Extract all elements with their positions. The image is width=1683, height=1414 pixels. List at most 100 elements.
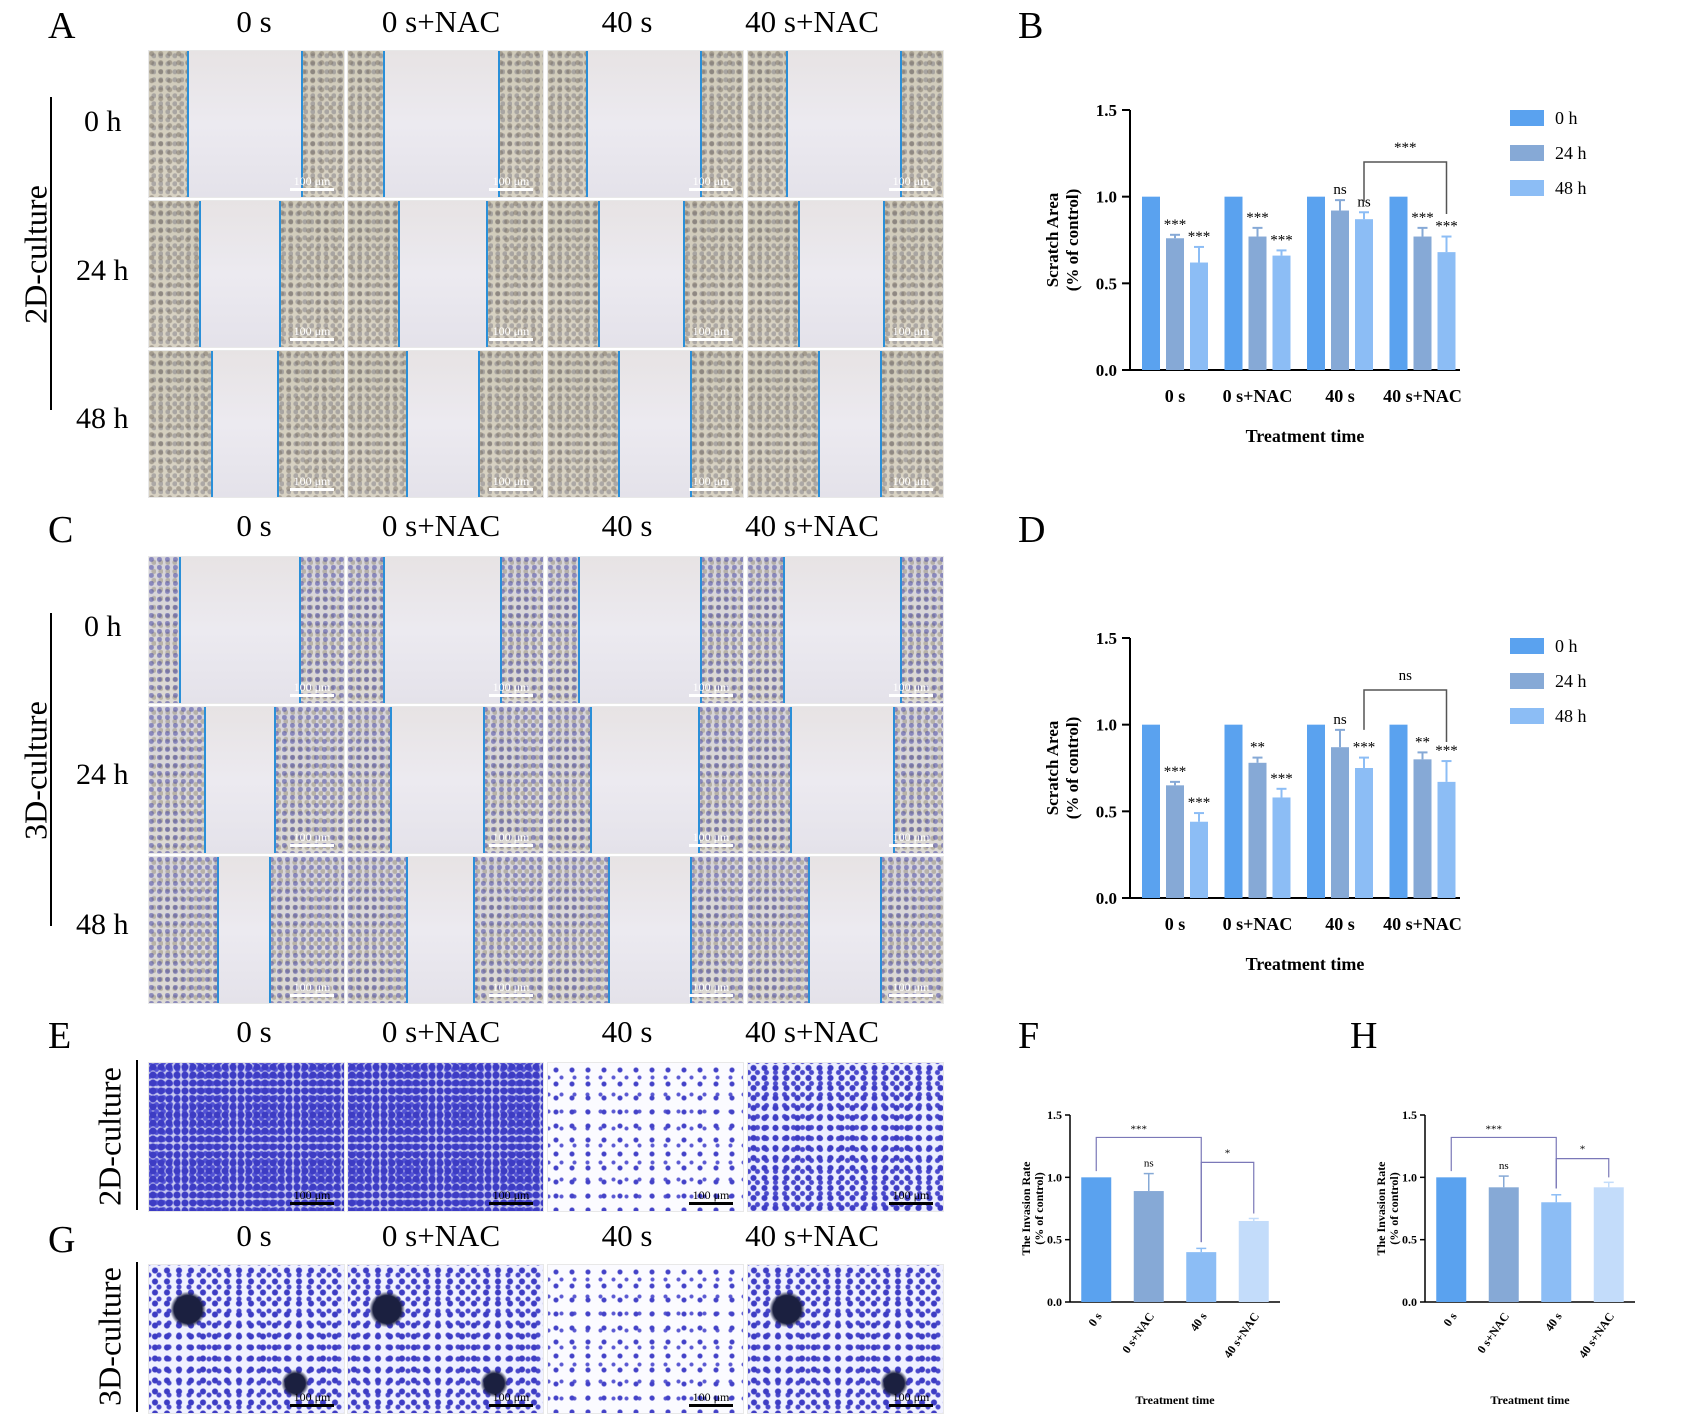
panel-e-col-0snac: 0 s+NAC xyxy=(341,1014,541,1050)
significance-label: *** xyxy=(1411,210,1434,226)
cell-layer-left xyxy=(748,201,798,347)
bar xyxy=(1594,1187,1624,1302)
scratch-micrograph: 100 μm xyxy=(148,200,345,348)
y-tick-label: 1.0 xyxy=(1096,716,1117,735)
scale-bar: 100 μm xyxy=(689,831,733,847)
scratch-edge-line xyxy=(880,351,882,497)
panel-c-col-0snac: 0 s+NAC xyxy=(341,508,541,544)
x-tick-label: 40 s+NAC xyxy=(1383,386,1462,406)
panel-letter-d: D xyxy=(1018,508,1045,552)
scale-bar: 100 μm xyxy=(889,475,933,491)
bar xyxy=(1390,197,1408,370)
scale-bar: 100 μm xyxy=(689,981,733,997)
panel-g-col-40snac: 40 s+NAC xyxy=(712,1218,912,1254)
y-axis-label-units: (% of control) xyxy=(1063,189,1082,292)
scratch-edge-line xyxy=(598,201,600,347)
significance-label: *** xyxy=(1164,217,1187,233)
scratch-edge-line xyxy=(790,707,792,853)
legend-swatch xyxy=(1510,110,1544,126)
legend-swatch xyxy=(1510,708,1544,724)
x-axis-label: Treatment time xyxy=(1246,954,1365,974)
bar xyxy=(1249,763,1267,898)
scale-bar: 100 μm xyxy=(689,1189,733,1205)
bar xyxy=(1355,219,1373,370)
panel-a-col-40s: 40 s xyxy=(527,4,727,40)
panel-a-row-24h: 24 h xyxy=(76,254,129,288)
x-axis-label: Treatment time xyxy=(1246,426,1365,446)
scale-bar: 100 μm xyxy=(290,175,334,191)
significance-label: ns xyxy=(1333,712,1347,728)
bar xyxy=(1438,252,1456,370)
panel-c-col-0s: 0 s xyxy=(154,508,354,544)
scale-bar: 100 μm xyxy=(290,475,334,491)
y-tick-label: 0.5 xyxy=(1402,1233,1417,1247)
scale-bar: 100 μm xyxy=(489,325,533,341)
legend-swatch xyxy=(1510,180,1544,196)
bar xyxy=(1239,1221,1269,1302)
bar xyxy=(1390,725,1408,898)
panel-g-side-bar xyxy=(136,1262,138,1412)
bar xyxy=(1307,197,1325,370)
scratch-micrograph: 100 μm xyxy=(547,50,744,198)
chart-f-invasion-2d: 0.00.51.01.5The Invasion Rate(% of contr… xyxy=(1010,1090,1335,1412)
scratch-edge-line xyxy=(808,857,810,1003)
scratch-edge-line xyxy=(269,857,271,1003)
cell-layer-left xyxy=(548,557,578,703)
scale-bar: 100 μm xyxy=(290,325,334,341)
scratch-edge-line xyxy=(383,51,385,197)
invasion-micrograph: 100 μm xyxy=(347,1062,544,1212)
cell-layer-left xyxy=(149,201,199,347)
scratch-edge-line xyxy=(798,201,800,347)
bar xyxy=(1273,256,1291,370)
panel-a-row-0h: 0 h xyxy=(84,105,122,139)
scratch-micrograph: 100 μm xyxy=(347,350,544,498)
scratch-edge-line xyxy=(818,351,820,497)
y-tick-label: 1.5 xyxy=(1096,629,1117,648)
bracket-label: * xyxy=(1580,1144,1586,1156)
scratch-micrograph: 100 μm xyxy=(148,706,345,854)
y-tick-label: 0.5 xyxy=(1047,1233,1062,1247)
bar xyxy=(1273,797,1291,898)
panel-letter-c: C xyxy=(48,508,73,552)
invasion-micrograph: 100 μm xyxy=(347,1264,544,1414)
chart-h-invasion-3d: 0.00.51.01.5The Invasion Rate(% of contr… xyxy=(1365,1090,1683,1412)
y-axis-label-units: (% of control) xyxy=(1387,1172,1401,1244)
scale-bar: 100 μm xyxy=(290,1391,334,1407)
scratch-micrograph: 100 μm xyxy=(148,50,345,198)
panel-c-culture-label: 3D-culture xyxy=(18,701,55,841)
bar xyxy=(1331,211,1349,370)
panel-a-col-40snac: 40 s+NAC xyxy=(712,4,912,40)
cell-layer-left xyxy=(748,557,783,703)
bar xyxy=(1331,747,1349,898)
bar xyxy=(1414,759,1432,898)
bar xyxy=(1142,725,1160,898)
significance-label: *** xyxy=(1246,210,1269,226)
scale-bar: 100 μm xyxy=(290,831,334,847)
y-axis-label-units: (% of control) xyxy=(1063,717,1082,820)
y-tick-label: 0.5 xyxy=(1096,802,1117,821)
y-tick-label: 1.5 xyxy=(1096,101,1117,120)
panel-a-culture-label: 2D-culture xyxy=(18,185,55,325)
panel-e-side-bar xyxy=(136,1060,138,1210)
legend-swatch xyxy=(1510,673,1544,689)
scale-bar: 100 μm xyxy=(489,1189,533,1205)
cell-layer-left xyxy=(348,857,406,1003)
scale-bar: 100 μm xyxy=(889,681,933,697)
panel-c-row-24h: 24 h xyxy=(76,758,129,792)
panel-letter-f: F xyxy=(1018,1014,1039,1058)
panel-letter-a: A xyxy=(48,4,75,48)
panel-letter-g: G xyxy=(48,1218,75,1262)
cell-layer-left xyxy=(149,51,187,197)
y-tick-label: 1.0 xyxy=(1402,1170,1417,1184)
scale-bar: 100 μm xyxy=(689,175,733,191)
scale-bar: 100 μm xyxy=(489,981,533,997)
panel-g-culture-label: 3D-culture xyxy=(92,1267,129,1407)
scratch-micrograph: 100 μm xyxy=(148,556,345,704)
scale-bar: 100 μm xyxy=(489,475,533,491)
bracket-label: *** xyxy=(1131,1123,1148,1135)
comparison-bracket xyxy=(1556,1159,1609,1189)
bar xyxy=(1355,768,1373,898)
scale-bar: 100 μm xyxy=(489,175,533,191)
bar xyxy=(1541,1202,1571,1302)
bar xyxy=(1225,725,1243,898)
